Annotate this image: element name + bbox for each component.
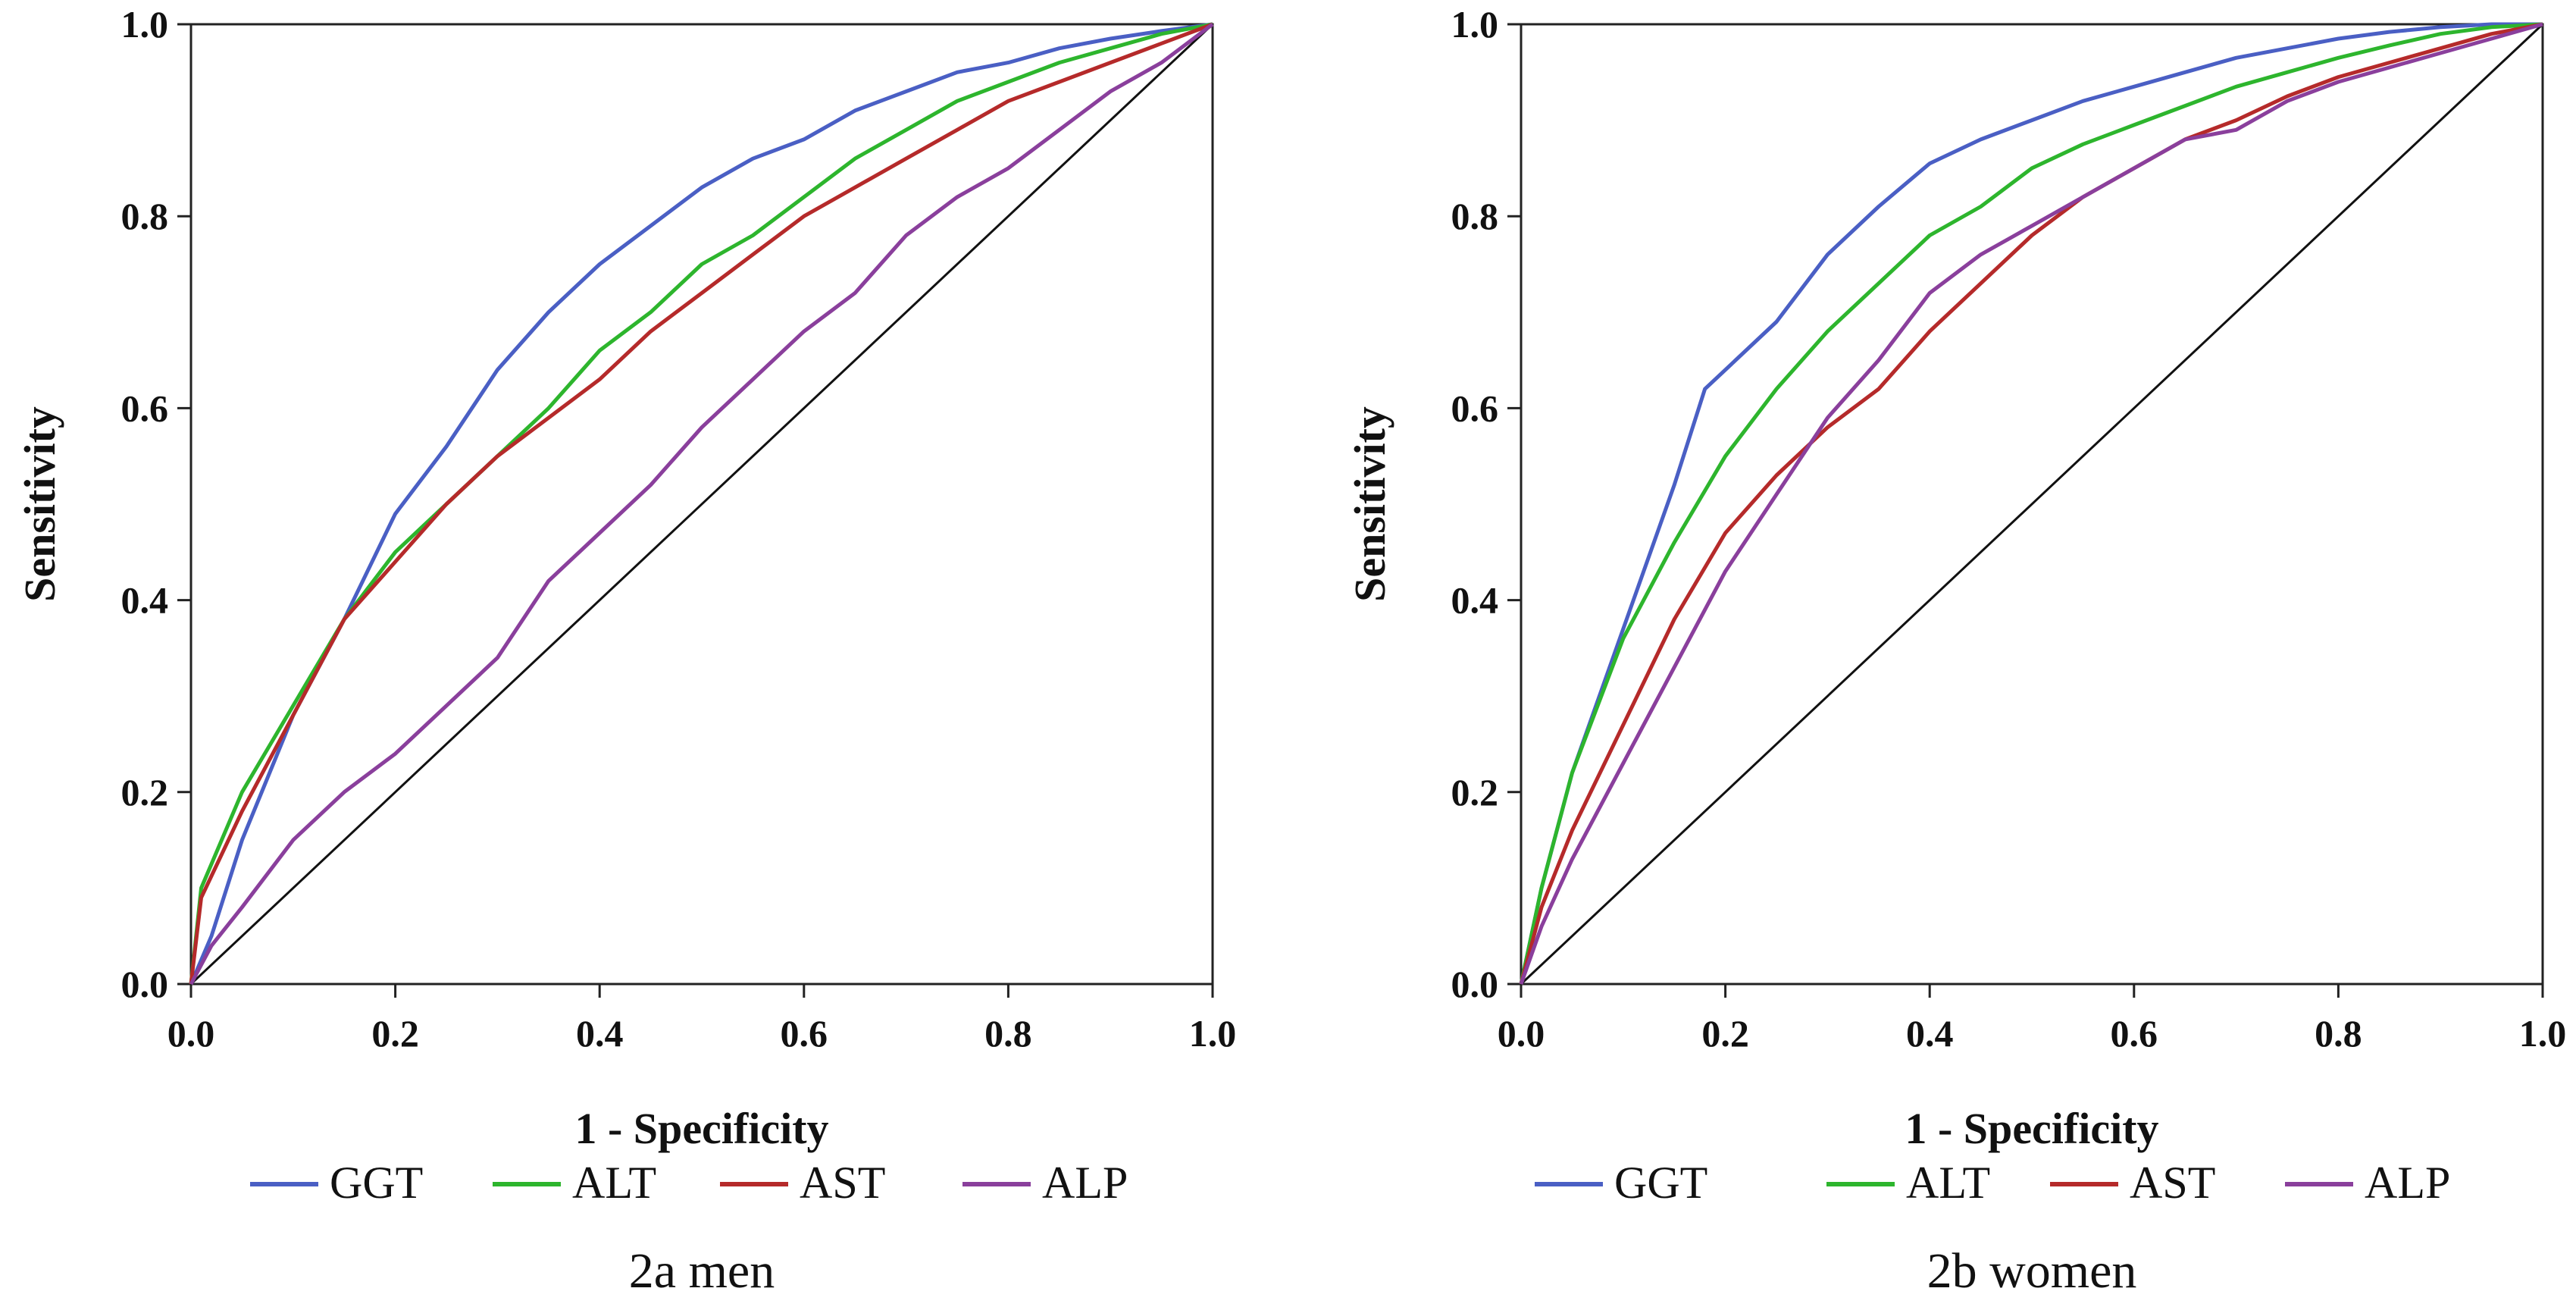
series-line-alt	[1519, 22, 2543, 985]
legend-label-alp: ALP	[2365, 1158, 2450, 1208]
x-axis-title: 1 - Specificity	[1905, 1104, 2158, 1153]
series-line-alp	[1519, 22, 2543, 985]
x-tick-label: 0.0	[167, 1012, 215, 1055]
y-tick-label: 0.6	[1451, 387, 1499, 429]
y-tick-label: 0.8	[121, 195, 169, 237]
legend-label-alt: ALT	[572, 1158, 656, 1208]
panel-men: 0.0 0.2 0.4 0.6 0.8 1.0 0.0 0.2 0.4 0.6 0.8 1.0 1 - …	[15, 3, 1236, 1299]
series-line-ast	[189, 22, 1213, 985]
series-line-ast	[1519, 22, 2543, 985]
y-tick-label: 0.6	[121, 387, 169, 429]
legend-label-ast: AST	[2130, 1158, 2215, 1208]
x-tick-label: 0.4	[576, 1012, 624, 1055]
legend-label-ggt: GGT	[1614, 1158, 1707, 1208]
x-tick-label: 0.6	[2111, 1012, 2158, 1055]
x-tick-label: 0.8	[984, 1012, 1032, 1055]
x-axis-title: 1 - Specificity	[574, 1104, 828, 1153]
series-line-alt	[189, 22, 1213, 985]
x-tick-label: 0.8	[2315, 1012, 2362, 1055]
x-tick-label: 0.2	[1701, 1012, 1749, 1055]
y-tick-label: 1.0	[121, 3, 169, 45]
x-tick-label: 0.4	[1906, 1012, 1954, 1055]
y-axis-title: Sensitivity	[15, 406, 64, 602]
x-tick-label: 1.0	[2519, 1012, 2567, 1055]
y-tick-label: 0.0	[1451, 963, 1499, 1005]
y-tick-label: 0.2	[121, 771, 169, 813]
y-axis-title: Sensitivity	[1345, 406, 1394, 602]
x-tick-label: 0.6	[781, 1012, 828, 1055]
x-tick-label: 0.2	[371, 1012, 419, 1055]
reference-diagonal	[1520, 23, 2544, 986]
y-tick-label: 0.0	[121, 963, 169, 1005]
legend-label-alt: ALT	[1906, 1158, 1990, 1208]
reference-diagonal	[189, 23, 1214, 986]
plot-frame	[1520, 23, 2544, 986]
y-tick-label: 0.4	[1451, 579, 1499, 622]
panel-caption: 2a men	[629, 1243, 775, 1299]
panel-women: 0.0 0.2 0.4 0.6 0.8 1.0 0.0 0.2 0.4 0.6 0.8 1.0 1 - …	[1345, 3, 2566, 1299]
plot-frame	[189, 23, 1214, 986]
legend-label-ast: AST	[800, 1158, 885, 1208]
y-tick-label: 0.8	[1451, 195, 1499, 237]
legend-label-alp: ALP	[1042, 1158, 1128, 1208]
series-line-alp	[189, 23, 1214, 986]
panel-caption: 2b women	[1927, 1243, 2137, 1299]
series-line-ggt	[1519, 22, 2543, 985]
x-tick-label: 1.0	[1189, 1012, 1237, 1055]
x-tick-label: 0.0	[1498, 1012, 1545, 1055]
y-tick-label: 0.4	[121, 579, 169, 622]
y-tick-label: 0.2	[1451, 771, 1499, 813]
y-tick-label: 1.0	[1451, 3, 1499, 45]
legend-label-ggt: GGT	[330, 1158, 423, 1208]
